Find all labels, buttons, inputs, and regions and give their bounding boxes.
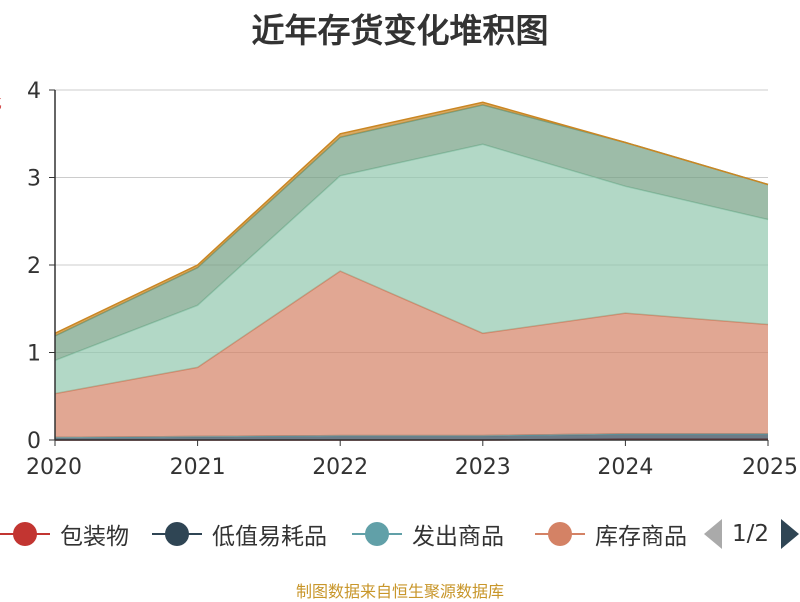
legend: 包装物 低值易耗品 发出商品 库存商品 [0,514,690,554]
legend-label: 包装物 [60,524,129,550]
y-tick-label-2: 2 [27,254,41,279]
y-axis-label: 亿 [0,96,2,110]
x-tick-label-2020: 2020 [26,455,82,480]
x-tick-label-2024: 2024 [597,455,653,480]
legend-item[interactable]: 发出商品 [352,514,504,554]
line-series-6 [54,101,769,334]
area-series-1 [55,433,768,440]
legend-next-page-icon[interactable] [781,519,800,549]
area-chart: 0 1 2 3 4 2020 2021 2022 2023 2024 2025 [26,79,798,480]
area-series-4 [55,144,768,394]
legend-item[interactable]: 库存商品 [535,514,687,554]
legend-label: 低值易耗品 [212,524,327,550]
legend-label: 发出商品 [412,524,504,550]
area-series-3 [55,271,768,438]
x-tick-label-2023: 2023 [455,455,511,480]
legend-prev-page-icon[interactable] [704,519,722,549]
legend-marker-icon [0,521,50,547]
axes [49,89,769,446]
y-tick-label-1: 1 [27,342,41,367]
x-tick-label-2025: 2025 [742,455,798,480]
legend-item[interactable]: 低值易耗品 [152,514,327,554]
x-tick-label-2021: 2021 [170,455,226,480]
legend-item[interactable]: 包装物 [0,514,129,554]
y-tick-label-4: 4 [27,79,41,104]
stacked-areas [54,101,769,441]
area-series-5 [55,104,768,361]
legend-label: 库存商品 [595,524,687,550]
x-tick-labels: 2020 2021 2022 2023 2024 2025 [26,455,798,480]
chart-title: 近年存货变化堆积图 [251,11,549,50]
x-tick-label-2022: 2022 [312,455,368,480]
y-tick-label-0: 0 [27,429,41,454]
source-note: 制图数据来自恒生聚源数据库 [295,582,504,601]
legend-marker-icon [152,521,202,547]
legend-marker-icon [352,521,402,547]
legend-marker-icon [535,521,585,547]
legend-page-indicator: 1/2 [732,521,770,547]
legend-pager: 1/2 [700,516,800,552]
y-tick-label-3: 3 [27,167,41,192]
y-tick-labels: 0 1 2 3 4 [27,79,41,454]
